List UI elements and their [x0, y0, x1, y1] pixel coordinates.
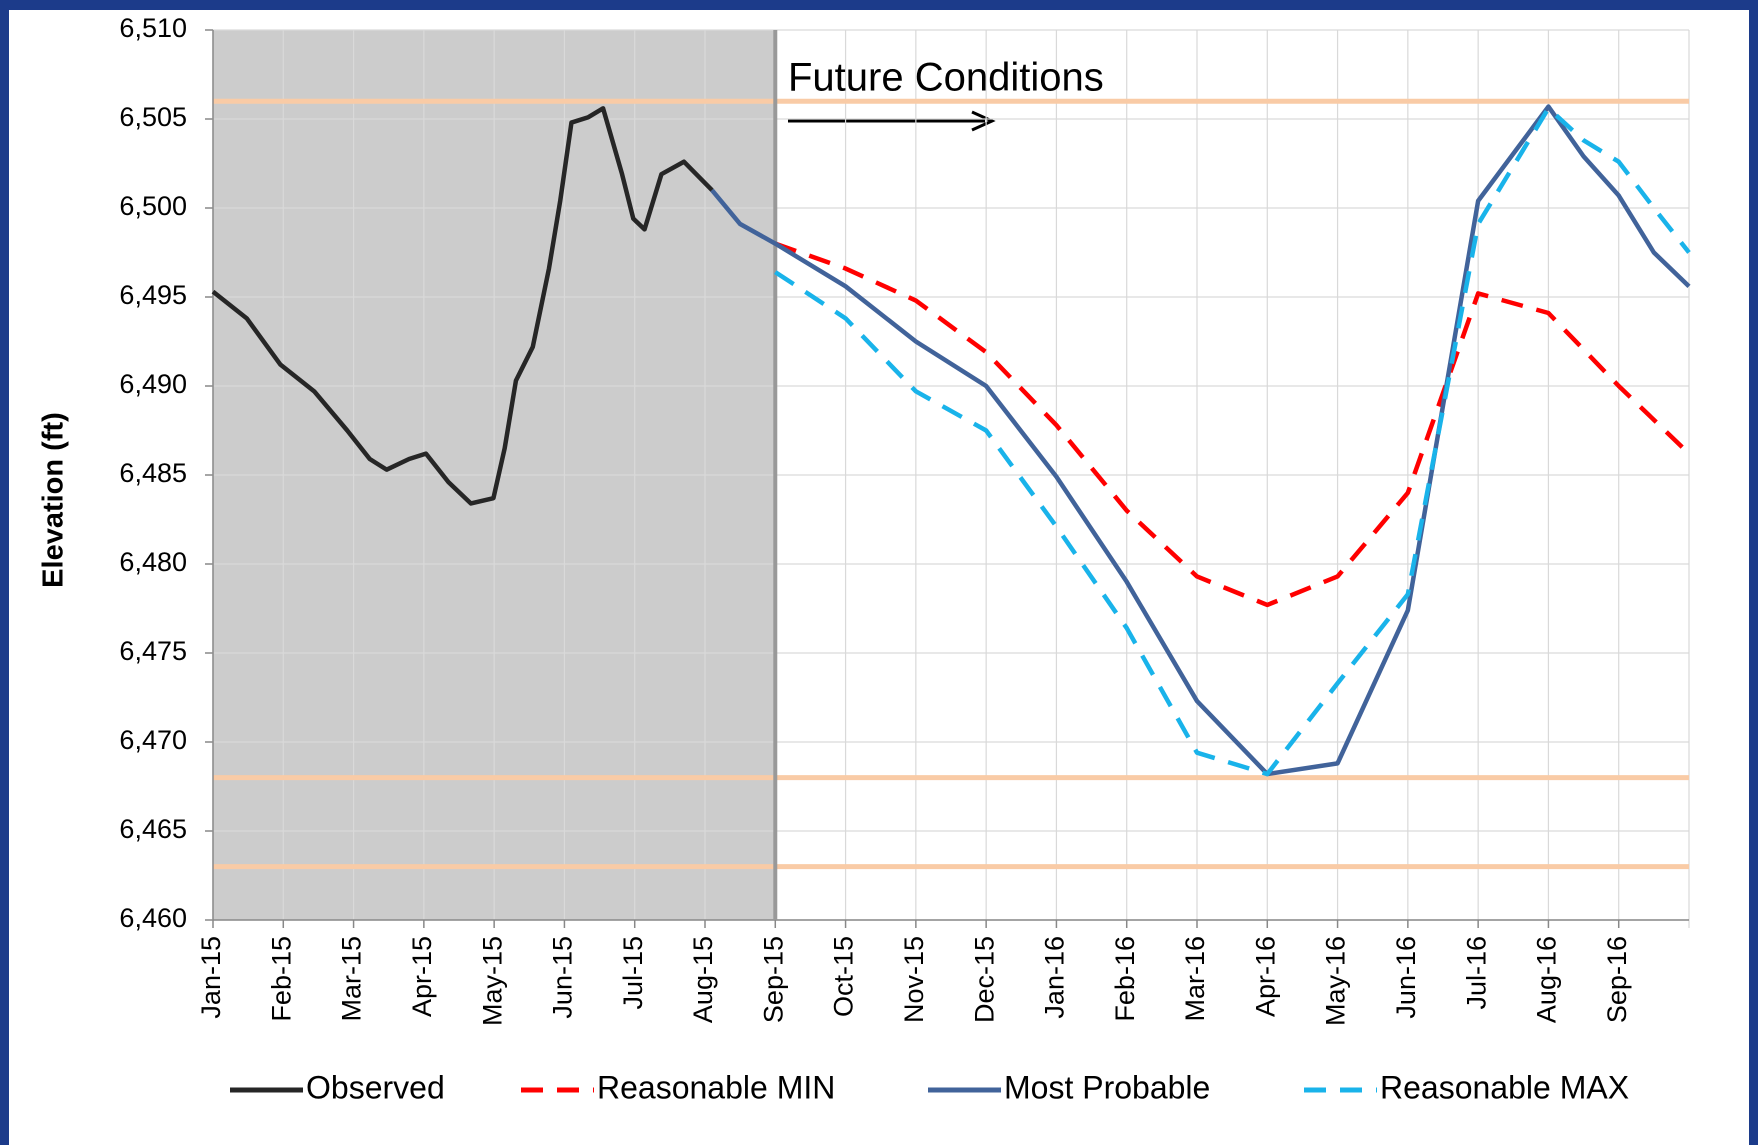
y-tick-label: 6,490 [119, 369, 187, 399]
x-tick-label: Dec-15 [969, 936, 999, 1023]
x-tick-label: Jan-16 [1040, 936, 1070, 1019]
series-line [710, 104, 1691, 777]
y-tick-label: 6,485 [119, 458, 187, 488]
x-tick-label: Jun-15 [548, 936, 578, 1019]
x-tick-label: Feb-16 [1110, 936, 1140, 1022]
y-tick-label: 6,470 [119, 725, 187, 755]
y-tick-label: 6,500 [119, 191, 187, 221]
arrow-head [971, 110, 996, 132]
x-tick-label: Sep-15 [758, 936, 788, 1023]
x-tick-label: Aug-15 [688, 936, 718, 1023]
x-tick-label: Mar-16 [1180, 936, 1210, 1022]
y-tick-label: 6,460 [119, 903, 187, 933]
x-tick-label: Apr-15 [407, 936, 437, 1017]
x-tick-label: Oct-15 [829, 936, 859, 1017]
y-axis-label: Elevation (ft) [38, 412, 70, 588]
series-line [774, 241, 1691, 608]
annotation: Future Conditions [788, 56, 1104, 100]
legend-label: Reasonable MAX [1380, 1069, 1629, 1105]
x-tick-label: Apr-16 [1250, 936, 1280, 1017]
series-line [774, 106, 1691, 777]
y-tick-label: 6,475 [119, 636, 187, 666]
x-tick-label: Jul-15 [618, 936, 648, 1010]
y-tick-label: 6,505 [119, 102, 187, 132]
series-line [211, 106, 714, 506]
x-tick-label: Aug-16 [1532, 936, 1562, 1023]
x-tick-label: Mar-15 [337, 936, 367, 1022]
x-tick-label: Feb-15 [266, 936, 296, 1022]
x-tick-label: Jan-15 [196, 936, 226, 1019]
x-tick-label: Sep-16 [1602, 936, 1632, 1023]
legend-label: Reasonable MIN [597, 1069, 835, 1105]
y-tick-label: 6,480 [119, 547, 187, 577]
y-tick-label: 6,510 [119, 13, 187, 43]
x-tick-label: May-15 [477, 936, 507, 1026]
legend-label: Observed [306, 1069, 445, 1105]
y-tick-label: 6,465 [119, 814, 187, 844]
x-tick-label: Nov-15 [899, 936, 929, 1023]
y-tick-label: 6,495 [119, 280, 187, 310]
x-tick-label: May-16 [1321, 936, 1351, 1026]
x-tick-label: Jul-16 [1461, 936, 1491, 1010]
legend-label: Most Probable [1004, 1069, 1210, 1105]
x-tick-label: Jun-16 [1391, 936, 1421, 1019]
